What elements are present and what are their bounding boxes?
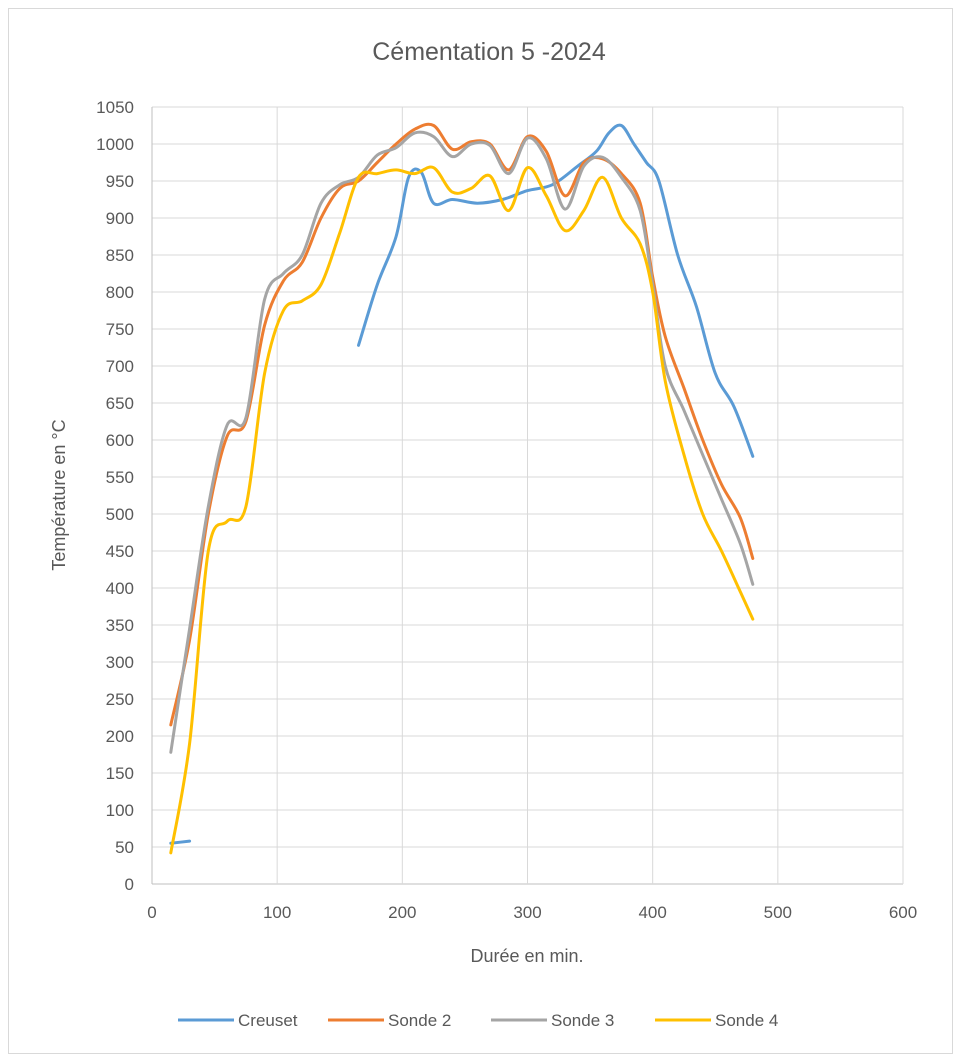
series-line-sonde-3 <box>169 130 755 754</box>
legend: Creuset Sonde 2 Sonde 3 Sonde 4 <box>178 1011 778 1030</box>
tick-labels: 0 50 100 150 200 250 300 350 400 450 500 550 600 650 7… <box>96 98 917 922</box>
x-tick-label: 200 <box>388 903 416 922</box>
y-tick-label: 600 <box>106 431 134 450</box>
y-axis-label: Température en °C <box>49 419 69 570</box>
y-tick-label: 100 <box>106 801 134 820</box>
y-tick-label: 550 <box>106 468 134 487</box>
legend-label-sonde-3: Sonde 3 <box>551 1011 614 1030</box>
y-tick-label: 800 <box>106 283 134 302</box>
y-tick-label: 300 <box>106 653 134 672</box>
y-tick-label: 400 <box>106 579 134 598</box>
chart-frame <box>8 8 953 1054</box>
series-lines <box>169 122 755 855</box>
series-line-sonde-2 <box>169 122 755 727</box>
series-line-sonde-4 <box>169 165 755 855</box>
y-tick-label: 150 <box>106 764 134 783</box>
legend-label-sonde-2: Sonde 2 <box>388 1011 451 1030</box>
x-tick-label: 400 <box>638 903 666 922</box>
legend-label-creuset: Creuset <box>238 1011 298 1030</box>
y-tick-label: 200 <box>106 727 134 746</box>
x-tick-label: 100 <box>263 903 291 922</box>
y-tick-label: 50 <box>115 838 134 857</box>
y-tick-label: 750 <box>106 320 134 339</box>
grid-lines <box>151 106 904 885</box>
legend-label-sonde-4: Sonde 4 <box>715 1011 778 1030</box>
x-tick-label: 300 <box>513 903 541 922</box>
y-tick-label: 250 <box>106 690 134 709</box>
y-tick-label: 0 <box>125 875 134 894</box>
y-tick-label: 500 <box>106 505 134 524</box>
x-tick-label: 0 <box>147 903 156 922</box>
y-tick-label: 850 <box>106 246 134 265</box>
y-tick-label: 700 <box>106 357 134 376</box>
x-tick-label: 600 <box>889 903 917 922</box>
x-tick-label: 500 <box>764 903 792 922</box>
x-axis-label: Durée en min. <box>470 946 583 966</box>
y-tick-label: 650 <box>106 394 134 413</box>
y-tick-label: 900 <box>106 209 134 228</box>
y-tick-label: 950 <box>106 172 134 191</box>
y-tick-label: 1000 <box>96 135 134 154</box>
chart-title: Cémentation 5 -2024 <box>372 38 606 66</box>
series-line-creuset <box>357 123 755 458</box>
y-tick-label: 1050 <box>96 98 134 117</box>
y-tick-label: 350 <box>106 616 134 635</box>
y-tick-label: 450 <box>106 542 134 561</box>
